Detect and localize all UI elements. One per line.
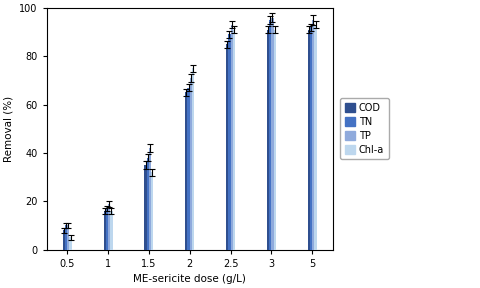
Bar: [312, 20, 314, 249]
Bar: [192, 68, 194, 249]
Bar: [271, 18, 274, 249]
Bar: [308, 30, 310, 249]
Bar: [149, 148, 151, 249]
Bar: [104, 211, 106, 249]
Bar: [70, 237, 72, 249]
Y-axis label: Removal (%): Removal (%): [4, 96, 14, 162]
Bar: [185, 92, 188, 249]
Legend: COD, TN, TP, Chl-a: COD, TN, TP, Chl-a: [340, 98, 389, 159]
Bar: [310, 27, 312, 249]
Bar: [269, 20, 271, 249]
Bar: [188, 88, 190, 249]
Bar: [63, 230, 65, 249]
Bar: [144, 165, 146, 249]
Bar: [151, 172, 154, 249]
Bar: [110, 211, 112, 249]
Bar: [146, 158, 149, 249]
Bar: [67, 226, 70, 249]
X-axis label: ME-sericite dose (g/L): ME-sericite dose (g/L): [133, 274, 246, 284]
Bar: [108, 204, 110, 249]
Bar: [274, 30, 276, 249]
Bar: [267, 30, 269, 249]
Bar: [190, 78, 192, 249]
Bar: [233, 30, 235, 249]
Bar: [314, 25, 317, 249]
Bar: [228, 35, 230, 249]
Bar: [226, 44, 228, 249]
Bar: [106, 209, 108, 249]
Bar: [230, 25, 233, 249]
Bar: [65, 226, 67, 249]
